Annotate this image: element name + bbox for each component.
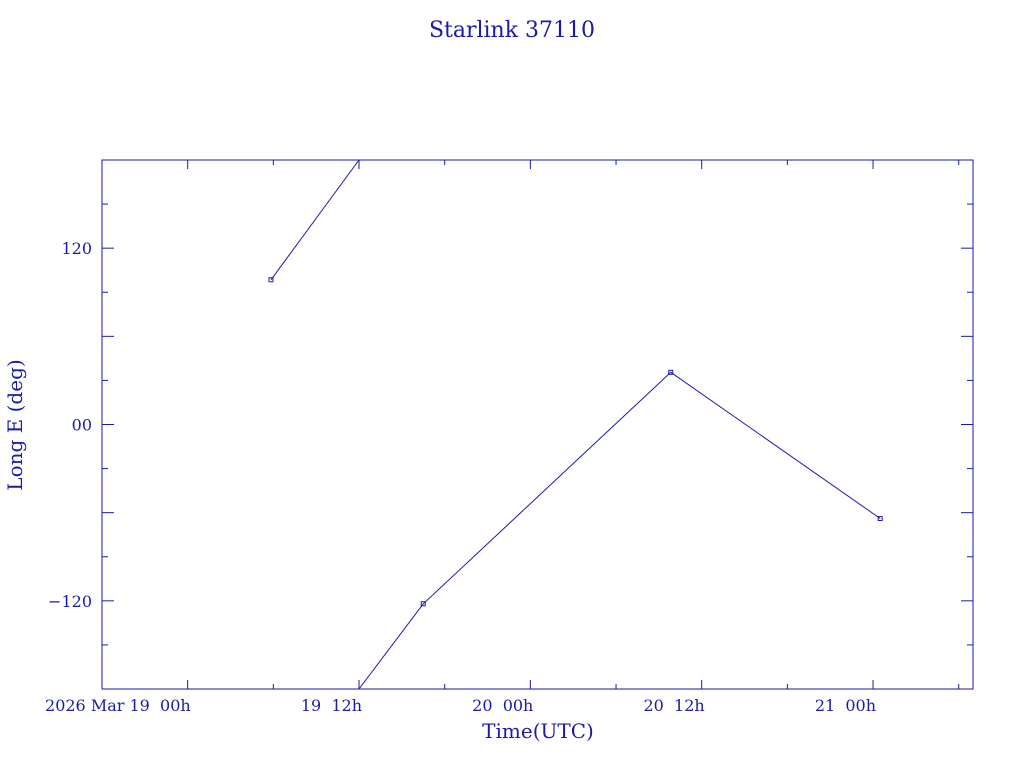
data-point-marker [877, 516, 883, 522]
x-axis-label: Time(UTC) [482, 719, 594, 743]
y-tick-label: 120 [61, 239, 92, 258]
y-axis-label: Long E (deg) [3, 359, 27, 490]
plot-frame [101, 159, 974, 690]
series-lines [270, 159, 881, 690]
data-point-marker [268, 277, 274, 283]
x-tick-label: 19 12h [301, 696, 362, 715]
y-tick-label: −120 [48, 592, 92, 611]
series-markers [268, 277, 883, 607]
x-tick-label: 21 00h [815, 696, 876, 715]
x-tick-label: 20 00h [472, 696, 533, 715]
series-line [270, 159, 360, 281]
x-tick-labels: 2026 Mar 19 00h 19 12h 20 00h 20 12h 21 00h [45, 696, 876, 715]
x-tick-label: 2026 Mar 19 00h [45, 696, 191, 715]
axis-ticks [101, 160, 973, 689]
data-point-marker [420, 601, 426, 607]
data-point-marker [668, 369, 674, 375]
x-tick-label: 20 12h [644, 696, 705, 715]
series-line [358, 371, 881, 690]
y-tick-labels: 120 00 −120 [48, 239, 92, 611]
chart-title: Starlink 37110 [429, 18, 595, 43]
y-tick-label: 00 [72, 416, 92, 435]
